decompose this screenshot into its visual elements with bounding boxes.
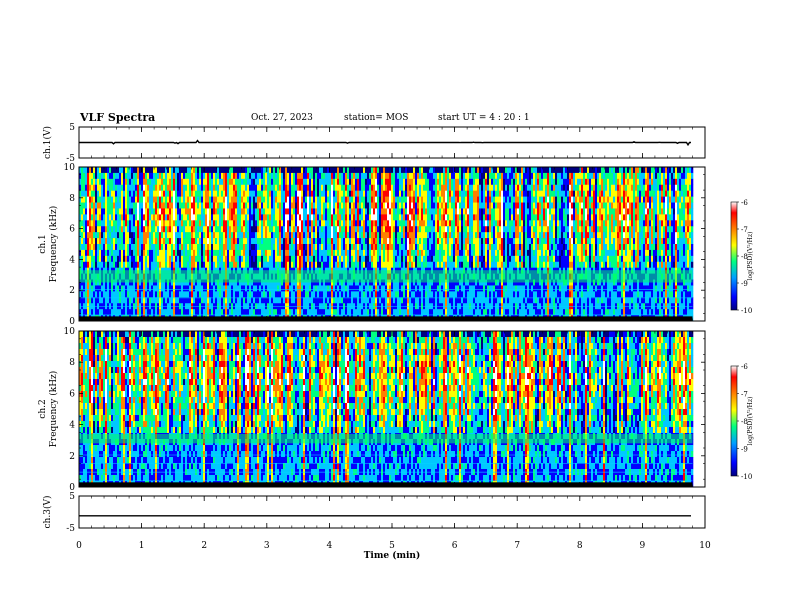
x-tick-label: 6: [452, 541, 458, 551]
start-time-label: start UT = 4 : 20 : 1: [438, 113, 530, 123]
ch3-waveform-ytick-label: -5: [66, 524, 75, 534]
ch2-spectrogram-colorbar-tick: -6: [741, 363, 748, 371]
ch2-spectrogram-channel-label: ch.2: [38, 399, 48, 418]
ch1-spectrogram-colorbar-tick: -8: [741, 253, 748, 261]
ch1-spectrogram-ytick-label: 4: [69, 255, 75, 265]
ch1-spectrogram-colorbar-label: log(PSD)(V²/Hz): [747, 232, 754, 281]
ch1-spectrogram-colorbar-tick: -9: [741, 280, 748, 288]
ch1-spectrogram-channel-label: ch.1: [38, 234, 48, 253]
ch1-spectrogram-ytick-label: 10: [64, 163, 76, 173]
x-tick-label: 7: [514, 541, 520, 551]
ch1-spectrogram-colorbar-tick: -6: [741, 199, 748, 207]
ch2-spectrogram-ytick-label: 4: [69, 421, 75, 431]
ch2-spectrogram-colorbar-tick: -9: [741, 446, 748, 454]
ch2-spectrogram-ytick-label: 0: [69, 483, 75, 493]
x-tick-label: 4: [327, 541, 333, 551]
ch2-spectrogram-colorbar-tick: -10: [741, 473, 752, 481]
ch1-spectrogram-colorbar: [730, 201, 738, 311]
x-tick-label: 1: [139, 541, 145, 551]
ch1-spectrogram-colorbar-tick: -7: [741, 226, 748, 234]
x-tick-label: 3: [264, 541, 270, 551]
ch2-spectrogram-ytick-label: 10: [64, 327, 76, 337]
x-tick-label: 0: [76, 541, 82, 551]
x-tick-label: 10: [699, 541, 711, 551]
x-axis-label: Time (min): [364, 550, 421, 561]
spectrogram-ch2: [79, 331, 694, 488]
ch2-spectrogram-ytick-label: 8: [69, 358, 75, 368]
ch1-spectrogram-ytick-label: 2: [69, 286, 75, 296]
ch2-spectrogram-colorbar-tick: -8: [741, 418, 748, 426]
spectrogram-ch1: [79, 167, 694, 322]
ch1-waveform-trace: [79, 139, 691, 147]
date-label: Oct. 27, 2023: [251, 113, 313, 123]
ch2-spectrogram-ylabel: Frequency (kHz): [48, 371, 59, 448]
ch1-spectrogram-ytick-label: 8: [69, 194, 75, 204]
ch2-spectrogram-ytick-label: 6: [69, 389, 75, 399]
ch1-waveform-ytick-label: 5: [69, 123, 75, 133]
ch2-spectrogram-colorbar-label: log(PSD)(V²/Hz): [747, 397, 754, 446]
ch3-waveform-ylabel: ch.3(V): [42, 496, 53, 529]
chart-title: VLF Spectra: [80, 111, 156, 124]
x-tick-label: 5: [389, 541, 395, 551]
ch1-waveform-ytick-label: -5: [66, 154, 75, 164]
ch1-spectrogram-ylabel: Frequency (kHz): [48, 206, 59, 283]
x-tick-label: 9: [640, 541, 646, 551]
ch2-spectrogram-ytick-label: 2: [69, 452, 75, 462]
ch2-spectrogram-colorbar: [730, 365, 738, 477]
ch2-spectrogram-colorbar-tick: -7: [741, 391, 748, 399]
ch1-spectrogram-ytick-label: 6: [69, 225, 75, 235]
ch1-spectrogram-colorbar-tick: -10: [741, 307, 752, 315]
station-label: station= MOS: [344, 113, 409, 123]
ch1-spectrogram-ytick-label: 0: [69, 317, 75, 327]
ch3-waveform-ytick-label: 5: [69, 492, 75, 502]
x-tick-label: 8: [577, 541, 583, 551]
x-tick-label: 2: [201, 541, 207, 551]
ch1-waveform-ylabel: ch.1(V): [42, 126, 53, 159]
